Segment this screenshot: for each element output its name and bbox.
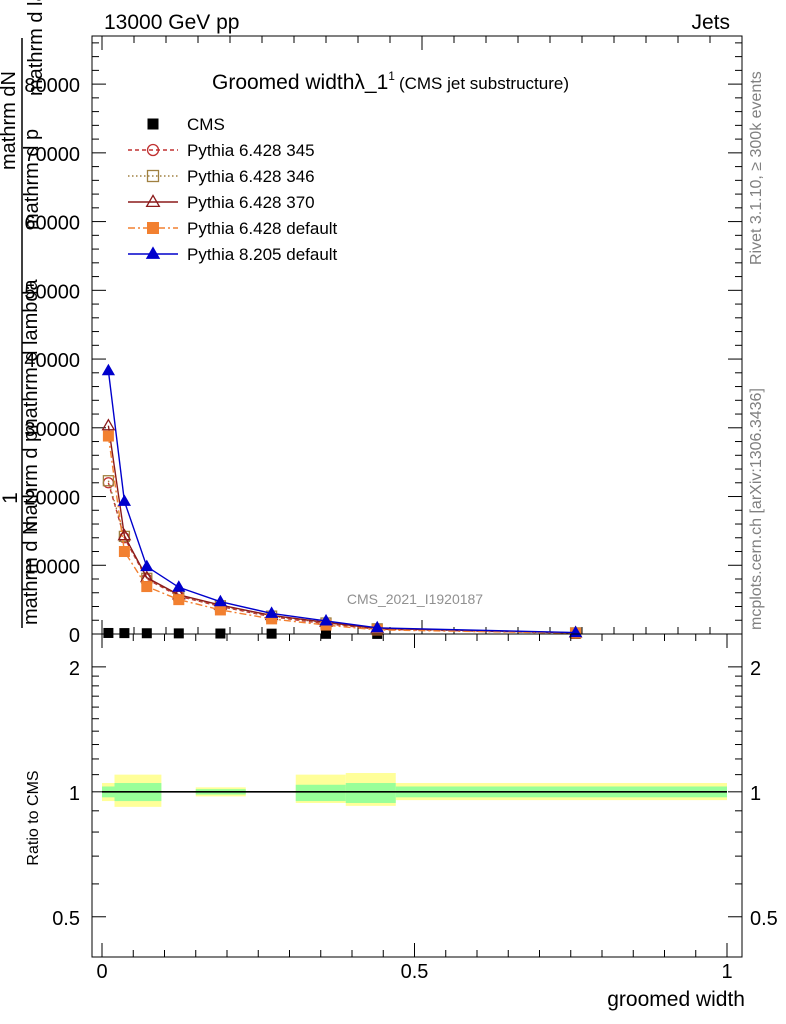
y-tick-label: 50000 xyxy=(24,281,80,303)
legend-item: Pythia 8.205 default xyxy=(128,245,338,264)
series-line xyxy=(107,370,576,634)
ratio-panel: 0.5 0.5 1 1 2 2 0 0.5 1 groomed width Ratio to CMS xyxy=(25,633,778,1011)
data-point xyxy=(140,559,154,572)
y-axis-label-part: mathrm d N xyxy=(20,521,42,625)
ratio-y-tick-label: 2 xyxy=(69,658,80,680)
header-jets-label: Jets xyxy=(691,11,730,34)
legend-label: CMS xyxy=(187,115,225,134)
legend-item: Pythia 6.428 346 xyxy=(128,167,315,186)
uncertainty-band-green xyxy=(295,784,346,802)
data-point xyxy=(147,118,159,130)
data-point xyxy=(102,430,114,442)
series-pythia-6-428-345 xyxy=(102,477,582,639)
data-point xyxy=(145,194,161,208)
y-axis-label-part: mathrm dN xyxy=(0,71,20,170)
y-tick-label: 0 xyxy=(69,625,80,647)
legend-label: Pythia 6.428 346 xyxy=(187,167,315,186)
data-point xyxy=(370,620,384,633)
legend-item: Pythia 6.428 345 xyxy=(128,141,315,160)
data-point xyxy=(173,594,185,606)
data-point xyxy=(117,494,132,506)
series-pythia-6-428-346 xyxy=(102,475,582,639)
y-axis-label-part: mathrm d p xyxy=(20,431,42,532)
data-point xyxy=(319,613,333,626)
data-point xyxy=(141,628,152,639)
main-panel: 0 10000 20000 30000 40000 50000 60000 70000 8000… xyxy=(0,0,743,647)
data-point xyxy=(264,606,279,618)
y-axis-label-part: mathrm d lambda xyxy=(25,0,47,96)
ratio-y-tick-label-right: 0.5 xyxy=(750,908,778,930)
ratio-frame xyxy=(91,633,743,958)
series-pythia-8-205-default xyxy=(101,363,583,638)
series-line xyxy=(107,482,576,634)
data-point xyxy=(214,604,226,616)
x-tick-label: 0.5 xyxy=(401,961,429,983)
mcplots-reference-label: mcplots.cern.ch [arXiv:1306.3436] xyxy=(748,388,765,630)
legend: CMS Pythia 6.428 345 Pythia 6.428 346 Pythi… xyxy=(128,115,338,264)
ratio-y-tick-label: 1 xyxy=(69,783,80,805)
legend-label: Pythia 6.428 default xyxy=(187,219,338,238)
series-pythia-6-428-default xyxy=(102,430,582,639)
uncertainty-band-green xyxy=(345,783,396,803)
data-point xyxy=(141,581,153,593)
y-tick-label: 30000 xyxy=(24,419,80,441)
data-point xyxy=(173,628,184,639)
legend-item: CMS xyxy=(147,115,225,134)
y-axis-label-numerator: 1 xyxy=(0,492,22,504)
data-point xyxy=(145,246,161,259)
series-line xyxy=(107,480,576,634)
legend-item: Pythia 6.428 370 xyxy=(128,193,315,212)
y-axis-label-part: mathrm d lambda xyxy=(20,279,42,435)
data-point xyxy=(213,594,228,607)
chart-title-sup: 1 xyxy=(388,69,395,83)
data-point xyxy=(147,222,159,234)
y-tick-label: 70000 xyxy=(24,144,80,166)
rivet-version-label: Rivet 3.1.10, ≥ 300k events xyxy=(748,71,765,265)
legend-label: Pythia 6.428 345 xyxy=(187,141,315,160)
chart-subtitle: (CMS jet substructure) xyxy=(399,74,569,93)
ratio-y-tick-label-right: 2 xyxy=(750,658,761,680)
data-point xyxy=(102,475,115,487)
chart-title: Groomed widthλ_11 (CMS jet substructure) xyxy=(212,69,569,94)
data-point xyxy=(101,418,116,431)
data-point xyxy=(103,627,114,638)
y-tick-label: 20000 xyxy=(24,488,80,510)
ratio-y-tick-label-right: 1 xyxy=(750,783,761,805)
data-point xyxy=(146,169,160,183)
data-point xyxy=(118,546,130,558)
data-point xyxy=(146,143,160,157)
ratio-y-tick-label: 0.5 xyxy=(52,908,80,930)
y-axis-label-part: mathrm d p xyxy=(21,129,43,230)
x-tick-label: 0 xyxy=(96,961,107,983)
y-tick-label: 10000 xyxy=(24,556,80,578)
x-tick-label: 1 xyxy=(721,961,732,983)
y-tick-label: 60000 xyxy=(24,213,80,235)
data-point xyxy=(119,628,130,639)
header-energy-label: 13000 GeV pp xyxy=(104,11,239,34)
data-point xyxy=(117,528,132,541)
analysis-watermark: CMS_2021_I1920187 xyxy=(347,591,483,607)
data-point xyxy=(101,363,116,376)
ratio-y-axis-label: Ratio to CMS xyxy=(25,770,42,865)
y-tick-label: 40000 xyxy=(24,350,80,372)
data-point xyxy=(172,580,186,592)
legend-label: Pythia 8.205 default xyxy=(187,245,338,264)
x-axis-label: groomed width xyxy=(607,988,745,1011)
chart-title-main: Groomed widthλ_1 xyxy=(212,71,388,94)
legend-item: Pythia 6.428 default xyxy=(128,219,338,238)
legend-label: Pythia 6.428 370 xyxy=(187,193,315,212)
y-tick-label: 80000 xyxy=(24,75,80,97)
